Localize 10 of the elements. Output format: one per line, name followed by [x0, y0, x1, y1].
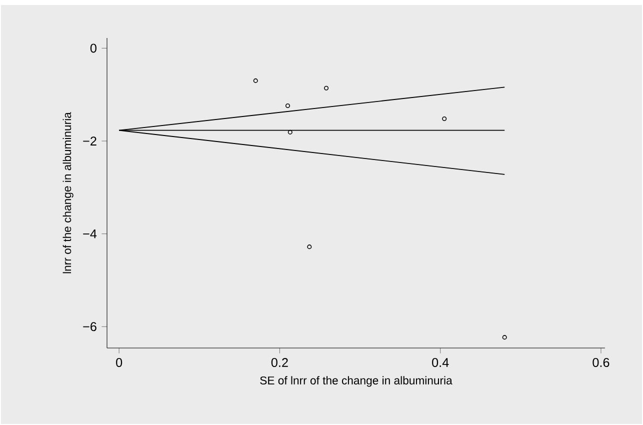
- x-axis-title: SE of lnrr of the change in albuminuria: [260, 376, 452, 387]
- y-tick-label: −6: [83, 322, 96, 332]
- x-tick-label: 0.6: [592, 358, 610, 367]
- y-axis-title: lnrr of the change in albuminuria: [62, 112, 74, 274]
- x-tick-label: 0.2: [271, 358, 288, 367]
- x-tick-label: 0: [116, 358, 122, 367]
- y-tick-label: −4: [83, 229, 97, 238]
- y-tick-label: −2: [83, 136, 96, 146]
- y-tick-label: 0: [90, 44, 96, 53]
- x-tick-label: 0.4: [432, 358, 449, 367]
